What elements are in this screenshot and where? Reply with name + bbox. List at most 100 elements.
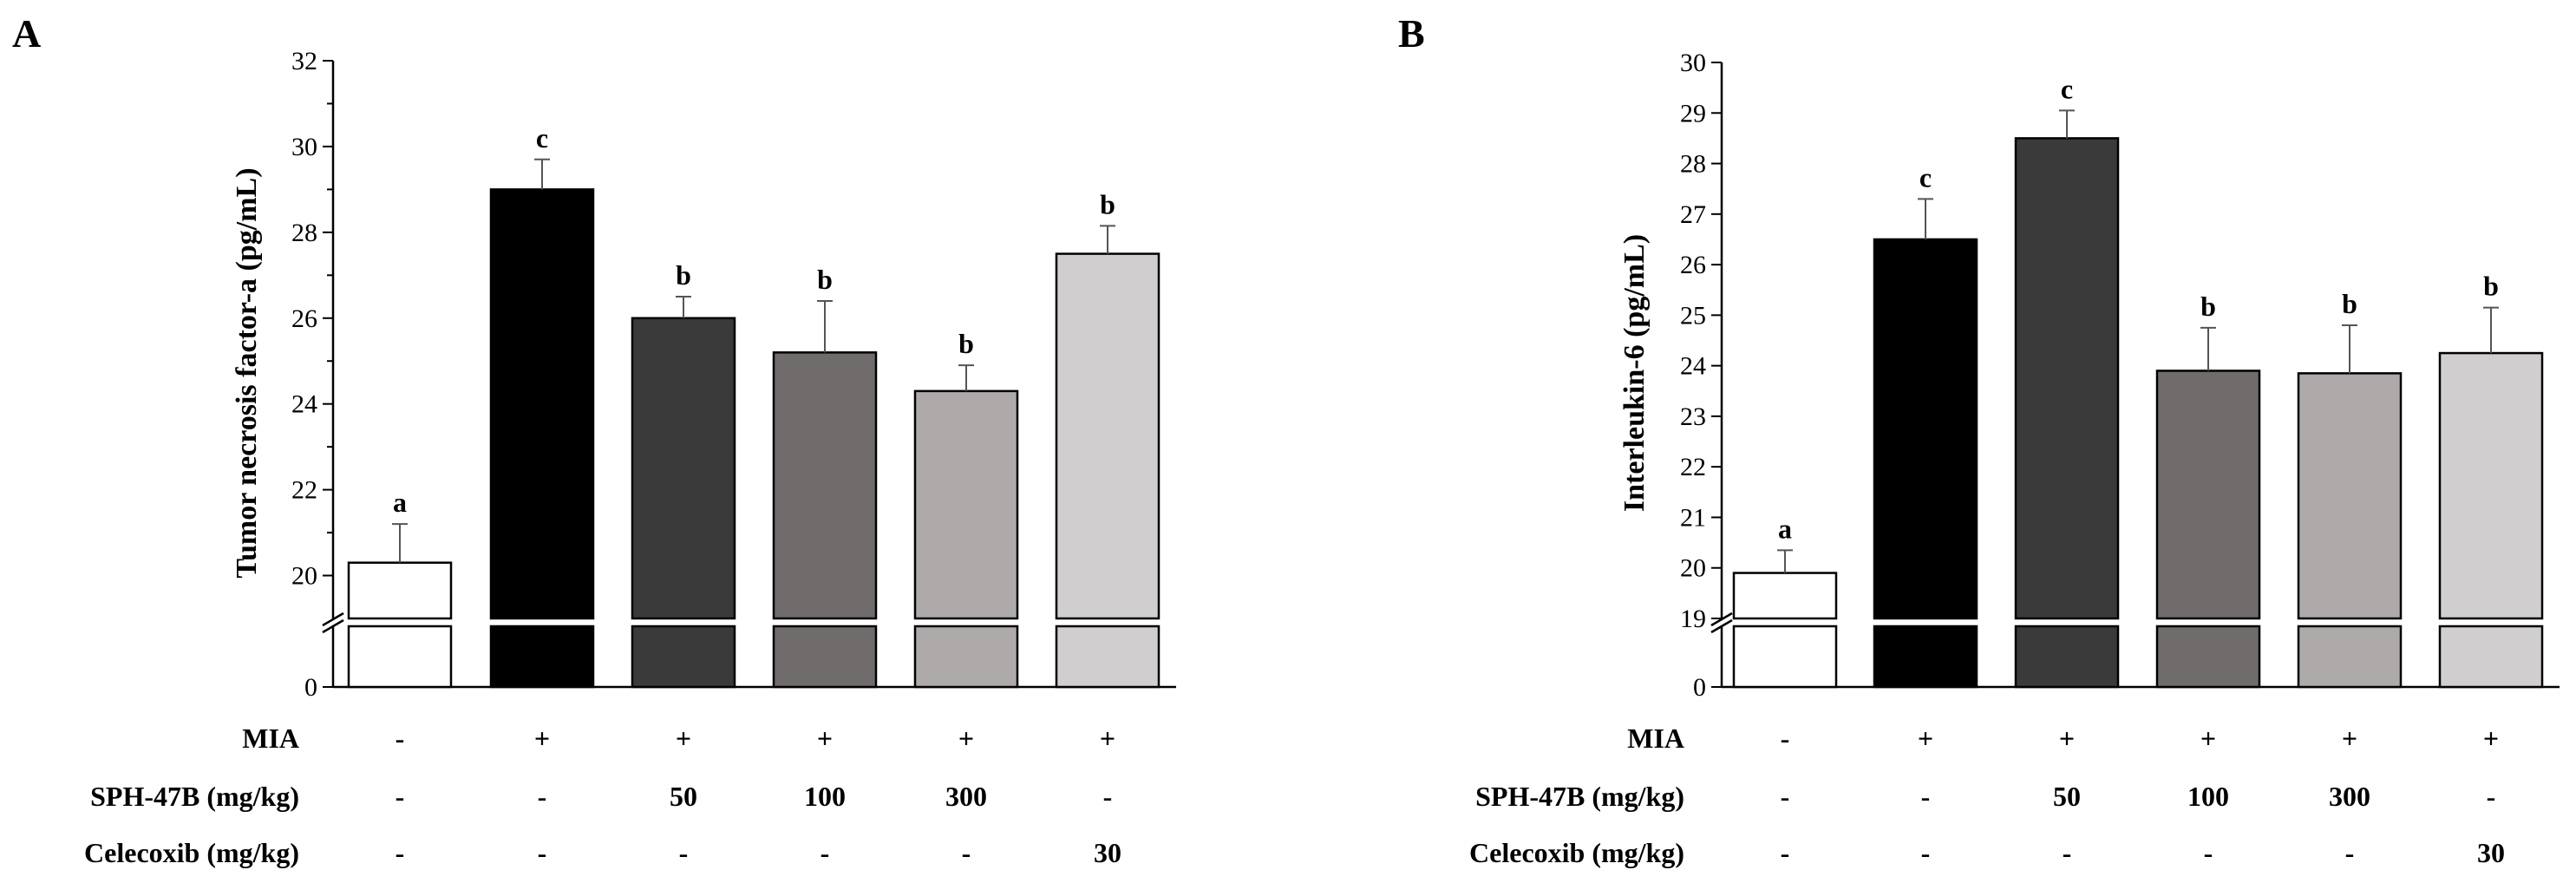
bar-lower <box>631 625 736 689</box>
y-tick-label: 30 <box>1680 49 1706 77</box>
treatment-cell: + <box>958 723 974 754</box>
treatment-cell: 100 <box>804 781 846 812</box>
treatment-cell: + <box>2059 723 2075 754</box>
significance-label: c <box>1919 161 1932 193</box>
bar-lower <box>1732 625 1838 689</box>
y-tick-label: 26 <box>291 304 317 333</box>
chart-panel-a: A 20 22 24 26 28 30 32 0 Tumor necrosis factor-a … <box>12 11 1176 868</box>
treatment-cell: - <box>2487 781 2496 812</box>
significance-label: b <box>1100 188 1115 219</box>
bar-lower <box>1873 625 1978 689</box>
treatment-cell: 300 <box>945 781 987 812</box>
treatment-cell: - <box>396 781 405 812</box>
panel-letter: A <box>12 11 41 56</box>
significance-label: b <box>2342 288 2357 319</box>
bar-upper <box>489 188 595 620</box>
y-tick-label: 29 <box>1680 99 1706 128</box>
significance-label: b <box>2483 271 2499 302</box>
treatment-cell: + <box>2483 723 2499 754</box>
bar-upper <box>772 351 878 620</box>
treatment-cell: - <box>1781 723 1790 754</box>
bar-lower <box>2155 625 2261 689</box>
treatment-row-label: Celecoxib (mg/kg) <box>84 837 299 868</box>
bar-upper <box>2438 351 2544 620</box>
treatment-cell: + <box>1918 723 1933 754</box>
significance-label: b <box>817 264 833 295</box>
treatment-cell: 50 <box>670 781 697 812</box>
significance-label: b <box>2200 291 2216 322</box>
treatment-cell: - <box>679 837 689 868</box>
treatment-cell: - <box>1103 781 1113 812</box>
treatment-cell: 100 <box>2187 781 2229 812</box>
significance-label: b <box>676 259 691 291</box>
y-tick-label: 22 <box>291 476 317 505</box>
treatment-cell: - <box>538 837 547 868</box>
treatment-row-label: MIA <box>242 723 299 754</box>
treatment-row-label: SPH-47B (mg/kg) <box>1475 781 1684 812</box>
y-tick-label: 26 <box>1680 251 1706 279</box>
bar-upper <box>2155 370 2261 620</box>
bar-lower <box>2438 625 2544 689</box>
bar-upper <box>1055 252 1161 620</box>
bar-upper <box>2014 137 2120 620</box>
y-tick-label: 28 <box>1680 150 1706 179</box>
treatment-cell: - <box>1781 781 1790 812</box>
treatment-cell: - <box>1921 781 1931 812</box>
y-tick-label: 21 <box>1680 503 1706 532</box>
treatment-cell: + <box>534 723 550 754</box>
y-tick-label: 27 <box>1680 200 1706 229</box>
bar-upper <box>631 317 736 620</box>
chart-panel-b: B1920212223242526272829300Interleukin-6 … <box>1398 11 2560 868</box>
treatment-cell: 300 <box>2329 781 2370 812</box>
treatment-cell: - <box>1921 837 1931 868</box>
treatment-cell: - <box>2063 837 2072 868</box>
significance-label: c <box>2061 73 2073 104</box>
axis-break-mark <box>322 618 344 634</box>
significance-label: b <box>958 328 974 359</box>
bar-upper <box>347 561 453 620</box>
treatment-cell: - <box>538 781 547 812</box>
treatment-row-label: Celecoxib (mg/kg) <box>1469 837 1684 868</box>
bar-lower <box>2014 625 2120 689</box>
bar-upper <box>1732 572 1838 620</box>
treatment-cell: 50 <box>2053 781 2081 812</box>
treatment-cell: - <box>396 837 405 868</box>
y-tick-label: 24 <box>291 390 317 419</box>
treatment-cell: + <box>1100 723 1115 754</box>
bar-upper <box>913 389 1019 620</box>
y-tick-label: 0 <box>1693 673 1706 702</box>
treatment-cell: - <box>2204 837 2213 868</box>
treatment-cell: - <box>396 723 405 754</box>
bar-upper <box>1873 238 1978 620</box>
bar-lower <box>1055 625 1161 689</box>
bar-lower <box>489 625 595 689</box>
y-tick-label: 22 <box>1680 453 1706 481</box>
treatment-cell: + <box>817 723 833 754</box>
treatment-cell: + <box>676 723 691 754</box>
axis-break-mark <box>322 612 344 627</box>
y-axis-label: Interleukin-6 (pg/mL) <box>1618 234 1651 512</box>
y-tick-label: 20 <box>291 562 317 591</box>
treatment-row-label: SPH-47B (mg/kg) <box>90 781 299 812</box>
y-tick-label: 28 <box>291 219 317 247</box>
bar-lower <box>772 625 878 689</box>
treatment-cell: 30 <box>1094 837 1121 868</box>
significance-label: c <box>536 122 548 154</box>
significance-label: a <box>1778 513 1792 544</box>
bar-lower <box>347 625 453 689</box>
treatment-cell: + <box>2200 723 2216 754</box>
y-tick-label: 23 <box>1680 402 1706 431</box>
y-tick-label: 0 <box>304 673 317 702</box>
y-tick-label: 25 <box>1680 301 1706 330</box>
treatment-cell: - <box>1781 837 1790 868</box>
bar-lower <box>913 625 1019 689</box>
panel-letter: B <box>1398 11 1425 56</box>
treatment-cell: - <box>962 837 971 868</box>
bar-lower <box>2297 625 2403 689</box>
y-tick-label: 19 <box>1680 605 1706 633</box>
treatment-row-label: MIA <box>1627 723 1684 754</box>
treatment-cell: - <box>821 837 830 868</box>
treatment-cell: + <box>2342 723 2357 754</box>
axis-break-mark <box>1710 618 1733 634</box>
